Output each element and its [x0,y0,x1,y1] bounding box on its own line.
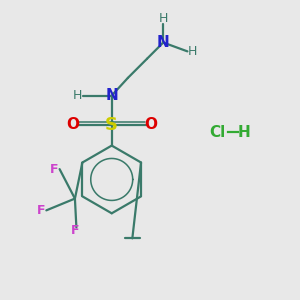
Text: Cl: Cl [210,125,226,140]
Text: H: H [188,45,197,58]
Text: H: H [238,125,250,140]
Text: N: N [105,88,118,103]
Text: F: F [71,224,79,238]
Text: H: H [159,13,168,26]
Text: O: O [66,118,79,133]
Text: H: H [73,89,83,102]
Text: N: N [157,35,169,50]
Text: F: F [50,163,58,176]
Text: O: O [144,118,158,133]
Text: S: S [105,116,118,134]
Text: F: F [37,204,45,217]
